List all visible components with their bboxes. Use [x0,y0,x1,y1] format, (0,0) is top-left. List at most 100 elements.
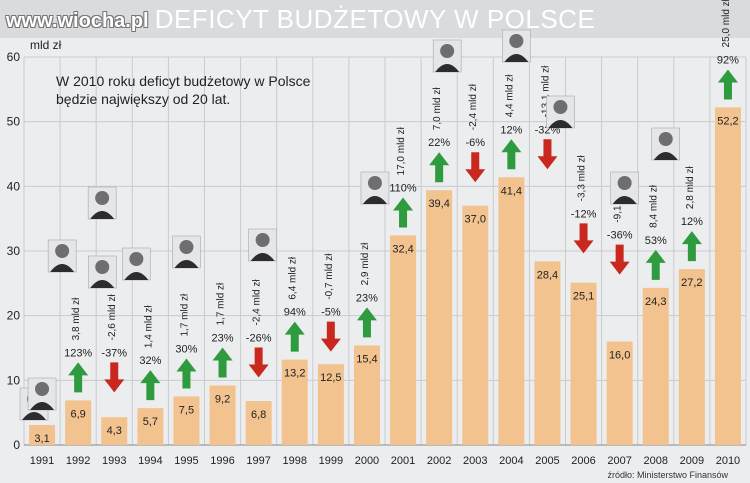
change-percent-label: -5% [321,307,341,319]
portrait-icon [90,211,115,219]
portrait-head [95,191,110,205]
portrait-icon [30,402,55,410]
change-amount-label: 17,0 mld zł [396,126,407,175]
bar [353,345,380,445]
x-tick-label: 1991 [30,455,54,467]
portrait-icon [90,280,115,288]
change-amount-label: 7,0 mld zł [432,87,443,131]
change-percent-label: 22% [428,137,450,149]
down-arrow-icon [609,244,630,275]
change-percent-label: -12% [571,208,597,220]
change-percent-label: 23% [212,333,234,345]
bar-value-label: 52,2 [717,115,738,127]
x-tick-label: 2002 [427,455,451,467]
change-percent-label: -6% [465,137,485,149]
up-arrow-icon [681,231,702,262]
up-arrow-icon [140,370,161,401]
bar [714,107,741,445]
change-percent-label: 12% [681,216,703,228]
change-amount-label: -3,3 mld zł [577,154,588,201]
x-tick-label: 2000 [355,455,379,467]
portrait-head [658,132,673,146]
up-arrow-icon [176,358,197,389]
bar [101,417,128,445]
change-amount-label: -2,6 mld zł [107,293,118,340]
bar-value-label: 39,4 [428,198,449,210]
change-amount-label: 1,7 mld zł [216,282,227,326]
change-amount-label: 25,0 mld zł [721,0,732,47]
title-bar [0,0,750,38]
x-tick-label: 1992 [66,455,90,467]
portrait-head [367,176,382,190]
bar-value-label: 16,0 [609,350,630,362]
portrait-head [35,382,50,396]
x-tick-label: 1997 [246,455,270,467]
bar-value-label: 15,4 [356,353,377,365]
change-percent-label: -36% [607,230,633,242]
up-arrow-icon [501,139,522,170]
bar-value-label: 6,8 [251,409,266,421]
chart-title: DEFICYT BUDŻETOWY W POLSCE [154,4,596,34]
up-arrow-icon [212,347,233,378]
bar-value-label: 6,9 [71,408,86,420]
change-amount-label: 8,4 mld zł [649,184,660,228]
x-tick-label: 2003 [463,455,487,467]
x-tick-label: 2006 [571,455,595,467]
up-arrow-icon [356,307,377,338]
down-arrow-icon [320,321,341,352]
up-arrow-icon [393,197,414,228]
change-amount-label: -0,7 mld zł [324,253,335,300]
x-tick-label: 1999 [319,455,343,467]
bar-value-label: 25,1 [573,291,594,303]
down-arrow-icon [104,362,125,393]
x-tick-label: 1998 [283,455,307,467]
y-axis-label: mld zł [30,38,62,52]
down-arrow-icon [537,139,558,170]
change-amount-label: -2,4 mld zł [252,279,263,326]
down-arrow-icon [465,152,486,183]
portrait-head [509,34,524,48]
bar [281,359,308,445]
change-percent-label: -26% [246,333,272,345]
portrait-head [95,260,110,274]
bar [390,235,417,445]
down-arrow-icon [248,347,269,378]
bar-value-label: 3,1 [34,433,49,445]
portrait-icon [22,412,47,420]
change-percent-label: 123% [64,347,92,359]
bar [534,261,561,445]
change-percent-label: 92% [717,54,739,66]
x-tick-label: 1994 [138,455,162,467]
change-amount-label: 1,7 mld zł [179,293,190,337]
change-percent-label: 53% [645,235,667,247]
portrait-icon [124,272,149,280]
chart-annotation: W 2010 roku deficyt budżetowy w Polsce b… [56,73,311,107]
x-tick-label: 2007 [607,455,631,467]
portrait-icon [174,260,199,268]
watermark: www.wiocha.pl [6,10,149,32]
portrait-head [440,44,455,58]
up-arrow-icon [717,69,738,100]
change-percent-label: 94% [284,307,306,319]
source-note: źródło: Ministerstwo Finansów [607,470,728,480]
bar [498,177,525,445]
portrait-head [129,252,144,266]
up-arrow-icon [284,321,305,352]
bar [426,190,453,445]
bar-value-label: 41,4 [501,185,522,197]
bar [209,385,236,445]
portrait-icon [435,64,460,72]
up-arrow-icon [645,249,666,280]
bar [65,400,92,445]
bar-value-label: 12,5 [320,372,341,384]
portrait-head [553,100,568,114]
x-tick-label: 2001 [391,455,415,467]
bar-value-label: 13,2 [284,368,305,380]
y-tick-label: 60 [7,50,21,64]
change-amount-label: -13,1 mld zł [540,65,551,117]
bar-value-label: 9,2 [215,394,230,406]
change-amount-label: 6,4 mld zł [288,256,299,300]
y-tick-label: 0 [13,438,20,452]
y-tick-label: 20 [7,309,21,323]
